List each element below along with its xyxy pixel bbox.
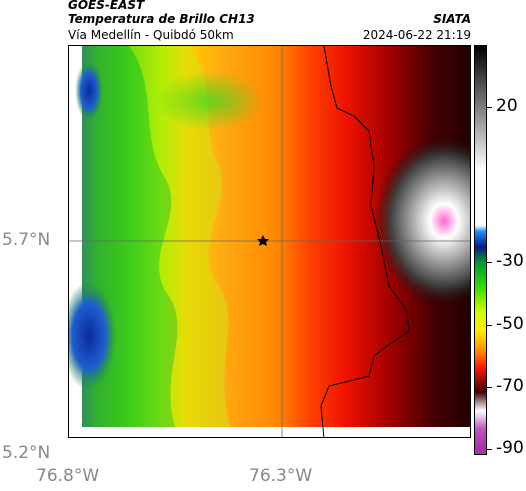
- map-canvas: [69, 46, 470, 437]
- title-datetime: 2024-06-22 21:19: [362, 28, 471, 42]
- title-source: GOES-EAST: [68, 0, 145, 12]
- colorbar-tick-mark: [487, 448, 492, 450]
- brightness-temperature-map[interactable]: [68, 45, 471, 438]
- star-marker: [257, 235, 269, 246]
- colorbar-tick-label: -30: [496, 251, 524, 272]
- deep-convection-core: [374, 136, 470, 306]
- title-region: Vía Medellín - Quibdó 50km: [68, 28, 234, 42]
- colorbar-tick-label: -70: [496, 375, 524, 396]
- colorbar-tick-label: -90: [496, 437, 524, 458]
- cold-cloud-west: [69, 281, 117, 391]
- lon-tick-label: 76.3°W: [249, 466, 313, 486]
- lat-tick-label: 5.2°N: [2, 443, 51, 463]
- title-product: Temperatura de Brillo CH13: [68, 12, 255, 26]
- lat-tick-label: 5.7°N: [2, 230, 51, 250]
- lon-tick-label: 76.8°W: [36, 466, 100, 486]
- boundary-line: [320, 46, 410, 437]
- title-org: SIATA: [433, 12, 471, 26]
- colorbar-tick-label: 20: [496, 96, 518, 117]
- colorbar-tick-mark: [487, 262, 492, 264]
- colorbar: [474, 45, 487, 455]
- colorbar-tick-mark: [487, 386, 492, 388]
- colorbar-tick-mark: [487, 324, 492, 326]
- colorbar-tick-mark: [487, 107, 492, 109]
- colorbar-tick-label: -50: [496, 313, 524, 334]
